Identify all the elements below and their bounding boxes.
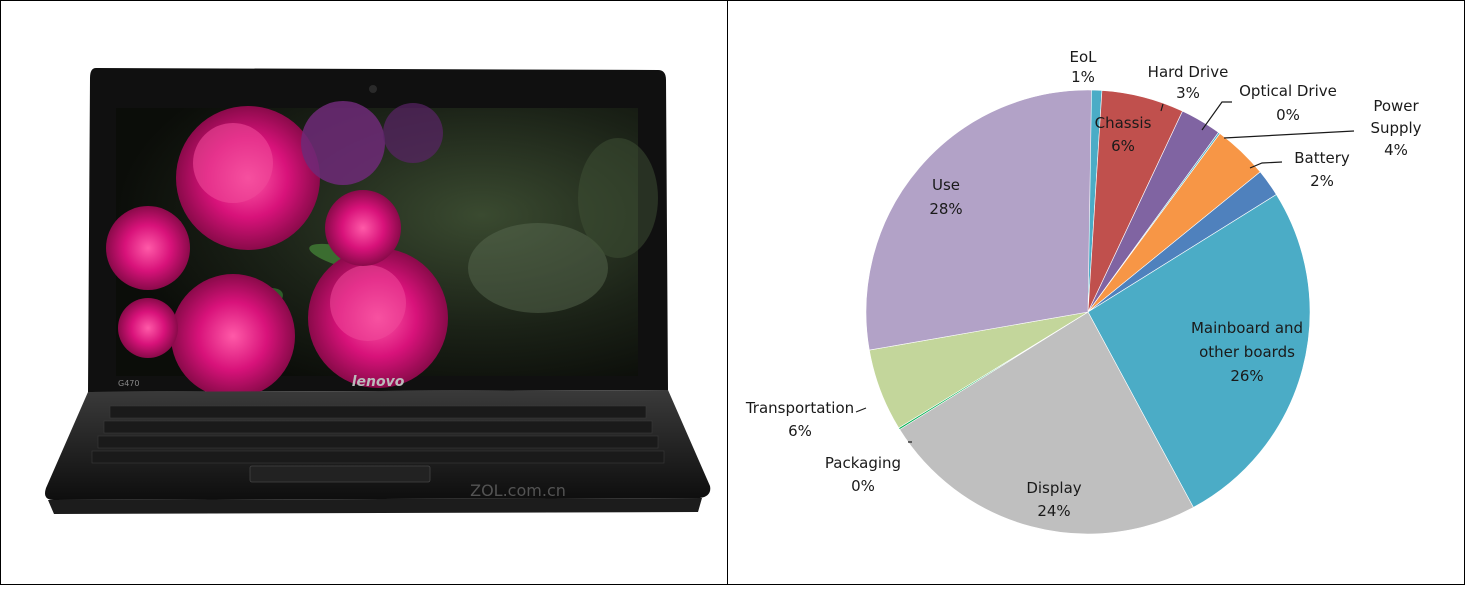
label-optical-drive-value: 0%: [1276, 106, 1300, 124]
leader-lines: [855, 101, 1355, 443]
label-power-supply-name-line1: Power: [1373, 97, 1419, 115]
touchpad: [249, 465, 431, 483]
label-battery-name: Battery: [1294, 149, 1350, 167]
label-use-value: 28%: [929, 200, 962, 218]
model-label: G470: [118, 379, 139, 388]
leader-battery: [1249, 161, 1283, 169]
pie-slices: [865, 89, 1311, 535]
label-power-supply-value: 4%: [1384, 141, 1408, 159]
label-hard-drive-name: Hard Drive: [1148, 63, 1229, 81]
label-transportation-name: Transportation: [745, 399, 854, 417]
label-mainboard-name-line1: Mainboard and: [1191, 319, 1303, 337]
label-power-supply-name-line2: Supply: [1370, 119, 1421, 137]
leader-optical-drive: [1201, 101, 1232, 131]
pie-chart: EoL 1% Chassis 6% Hard Drive 3% Optical …: [730, 0, 1464, 585]
label-hard-drive-value: 3%: [1176, 84, 1200, 102]
leader-power-supply: [1223, 130, 1355, 139]
label-eol-name: EoL: [1069, 48, 1097, 66]
brand-logo-text: lenovo: [352, 374, 405, 390]
label-packaging-name: Packaging: [825, 454, 901, 472]
leader-transportation: [855, 407, 867, 413]
peony-flowers: [106, 101, 448, 398]
label-transportation-value: 6%: [788, 422, 812, 440]
pie-slice-use: [865, 89, 1092, 351]
label-mainboard-value: 26%: [1230, 367, 1263, 385]
label-display-value: 24%: [1037, 502, 1070, 520]
pie-chart-svg: EoL 1% Chassis 6% Hard Drive 3% Optical …: [745, 48, 1422, 535]
laptop-illustration: lenovo G470 ZOL.com.cn: [45, 68, 711, 514]
label-battery-value: 2%: [1310, 172, 1334, 190]
panel-divider: [727, 0, 728, 585]
label-display-name: Display: [1026, 479, 1081, 497]
label-chassis-value: 6%: [1111, 137, 1135, 155]
label-use-name: Use: [932, 176, 960, 194]
label-chassis-name: Chassis: [1095, 114, 1152, 132]
slice-labels: EoL 1% Chassis 6% Hard Drive 3% Optical …: [745, 48, 1422, 520]
pie-slice-display: [899, 311, 1194, 535]
label-optical-drive-name: Optical Drive: [1239, 82, 1337, 100]
pie-slice-mainboard-and-other-boards: [1087, 194, 1311, 508]
leader-hard-drive: [1160, 103, 1164, 112]
keyboard: [91, 405, 665, 464]
webcam-icon: [369, 85, 377, 93]
label-eol-value: 1%: [1071, 68, 1095, 86]
laptop-photo: lenovo G470 ZOL.com.cn: [18, 18, 718, 533]
label-mainboard-name-line2: other boards: [1199, 343, 1295, 361]
label-packaging-value: 0%: [851, 477, 875, 495]
watermark-text: ZOL.com.cn: [470, 481, 566, 500]
